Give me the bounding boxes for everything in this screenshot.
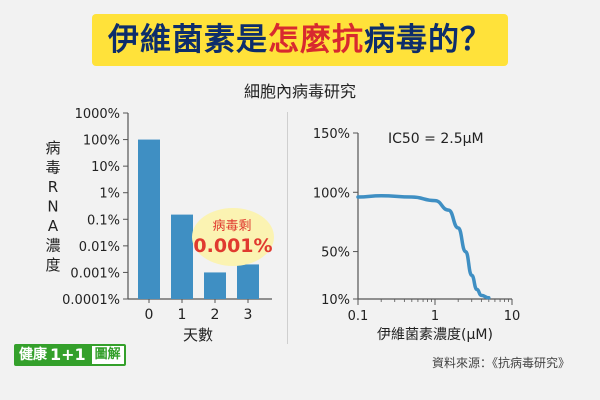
y-tick-label: 1000% [75,107,120,122]
title-part-3: 病毒的？ [364,22,492,58]
x-axis-title: 伊維菌素濃度(μM) [377,327,493,343]
logo-main-text: 健康 [14,344,50,366]
x-axis-title: 天數 [183,326,213,344]
bar [138,139,160,299]
bar-chart: 0.0001% 0.001% 0.01% 0.1% 1% 10% 100% 1000% 0 1 2 3… [45,107,274,344]
title-part-2: 怎麼抗 [268,22,364,58]
y-tick-label: 150% [313,127,350,142]
logo-one-text: 1+1 [50,344,90,366]
page-title: 伊維菌素是怎麼抗病毒的？ [0,14,600,66]
y-tick-label: 10% [321,293,350,308]
y-axis-title-char: N [47,198,58,216]
title-banner [92,14,508,66]
callout-value: 0.001% [193,235,272,257]
source-note: 資料來源：《抗病毒研究》 [431,356,570,370]
x-tick-label: 3 [244,307,253,323]
x-tick-label: 1 [431,309,439,324]
bar [204,272,226,299]
bar [171,214,193,299]
y-axis-title-char: 病 [45,139,60,157]
x-tick-label: 1 [178,307,187,323]
line-chart: 10% 50% 100% 150% 0.1 1 10 伊維菌素濃度(μM) IC50 = 2.5… [313,127,520,343]
y-axis-title-char: 濃 [45,237,60,255]
chart-subtitle: 細胞內病毒研究 [243,82,356,101]
dose-response-curve [356,194,491,300]
y-axis-title-char: 度 [45,256,60,274]
callout-bubble [192,208,274,266]
y-tick-label: 0.0001% [62,293,120,308]
y-axis-title-char: R [48,178,58,196]
x-tick-label: 0 [145,307,154,323]
callout-label: 病毒剩 [212,219,251,234]
ic50-annotation: IC50 = 2.5μM [388,131,484,147]
y-axis-title-char: 毒 [45,159,60,177]
y-tick-label: 0.01% [79,240,120,255]
x-tick-label: 0.1 [348,309,369,324]
y-tick-label: 0.001% [70,266,120,281]
logo-tag-text: 圖解 [89,344,126,366]
y-tick-label: 100% [313,186,350,201]
y-tick-label: 10% [91,160,120,175]
y-tick-label: 1% [99,187,120,202]
y-tick-label: 0.1% [87,213,120,228]
y-tick-label: 100% [83,134,120,149]
y-axis-title-char: A [48,217,59,235]
y-tick-label: 50% [321,246,350,261]
x-tick-label: 2 [211,307,220,323]
x-tick-label: 10 [504,309,521,324]
bar [237,264,259,299]
panel-divider [287,112,288,344]
title-part-1: 伊維菌素是 [108,22,268,58]
brand-logo: 健康 1+1 圖解 [14,344,126,366]
